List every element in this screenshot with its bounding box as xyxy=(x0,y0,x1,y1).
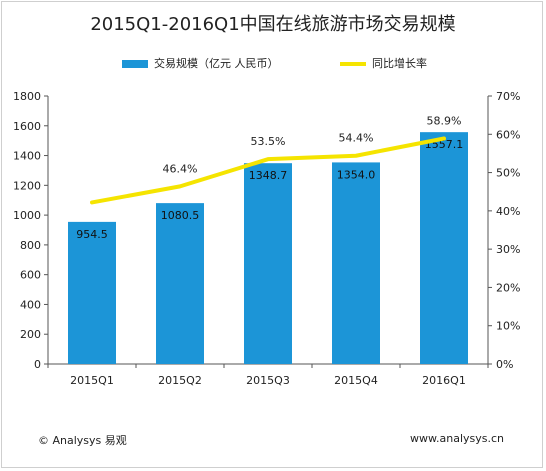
legend-swatch-bar xyxy=(122,60,148,68)
y-right-tick-label: 0% xyxy=(496,358,513,371)
y-right-tick-label: 50% xyxy=(496,167,520,180)
y-right-tick-label: 60% xyxy=(496,128,520,141)
y-right-tick-label: 30% xyxy=(496,243,520,256)
y-left-tick-label: 600 xyxy=(20,269,41,282)
y-right-tick-label: 20% xyxy=(496,281,520,294)
y-left-tick-label: 0 xyxy=(34,358,41,371)
x-tick-label: 2015Q2 xyxy=(158,374,202,387)
y-left-tick-label: 1400 xyxy=(13,150,41,163)
legend-label-bar: 交易规模（亿元 人民币） xyxy=(154,57,279,70)
x-tick-label: 2015Q1 xyxy=(70,374,114,387)
bar-value-label: 1080.5 xyxy=(161,209,200,222)
legend-label-line: 同比增长率 xyxy=(372,57,427,70)
y-left-tick-label: 1600 xyxy=(13,120,41,133)
y-left-tick-label: 200 xyxy=(20,328,41,341)
x-tick-label: 2015Q3 xyxy=(246,374,290,387)
y-right-tick-label: 40% xyxy=(496,205,520,218)
bar xyxy=(332,162,380,364)
x-tick-label: 2015Q4 xyxy=(334,374,378,387)
y-left-tick-label: 800 xyxy=(20,239,41,252)
source-credit: © Analysys 易观 xyxy=(38,434,127,447)
bar xyxy=(68,221,116,364)
y-left-tick-label: 1800 xyxy=(13,90,41,103)
y-left-tick-label: 400 xyxy=(20,298,41,311)
bar-value-label: 954.5 xyxy=(76,228,108,241)
x-tick-labels: 2015Q1 2015Q2 2015Q3 2015Q4 2016Q1 xyxy=(70,374,466,387)
legend-swatch-line xyxy=(340,62,366,66)
y-right-tick-label: 10% xyxy=(496,320,520,333)
bar-value-label: 1354.0 xyxy=(337,168,376,181)
bar xyxy=(244,163,292,364)
bar xyxy=(420,132,468,364)
y-left-tick-label: 1200 xyxy=(13,179,41,192)
line-value-label: 46.4% xyxy=(163,162,198,175)
bar-series xyxy=(68,132,468,364)
line-series xyxy=(90,136,446,205)
bar xyxy=(156,203,204,364)
chart-title: 2015Q1-2016Q1中国在线旅游市场交易规模 xyxy=(90,14,456,35)
line-value-label: 58.9% xyxy=(427,114,462,127)
line-value-labels: 46.4% 53.5% 54.4% 58.9% xyxy=(163,114,462,175)
y-left-tick-label: 1000 xyxy=(13,209,41,222)
bar-value-label: 1348.7 xyxy=(249,169,288,182)
line-value-label: 54.4% xyxy=(339,132,374,145)
growth-rate-line xyxy=(90,136,446,205)
website-url: www.analysys.cn xyxy=(410,432,504,445)
y-right-tick-label: 70% xyxy=(496,90,520,103)
x-tick-label: 2016Q1 xyxy=(422,374,466,387)
line-value-label: 53.5% xyxy=(251,135,286,148)
